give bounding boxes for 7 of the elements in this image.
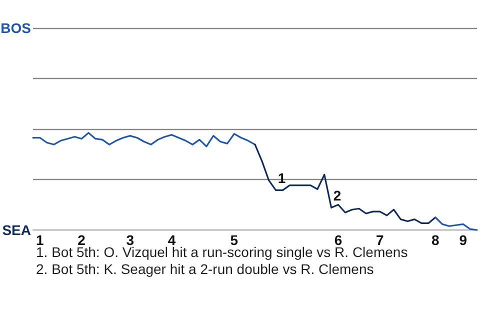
x-tick-label: 9	[459, 232, 468, 248]
text: SEA	[2, 222, 31, 238]
annotation: 2	[333, 188, 342, 204]
text: BOS	[0, 20, 31, 36]
text: 2. Bot 5th: K. Seager hit a 2-run double vs R. Clemens	[36, 261, 374, 277]
x-tick-label: 8	[431, 232, 440, 248]
annotation: 1	[278, 170, 286, 186]
